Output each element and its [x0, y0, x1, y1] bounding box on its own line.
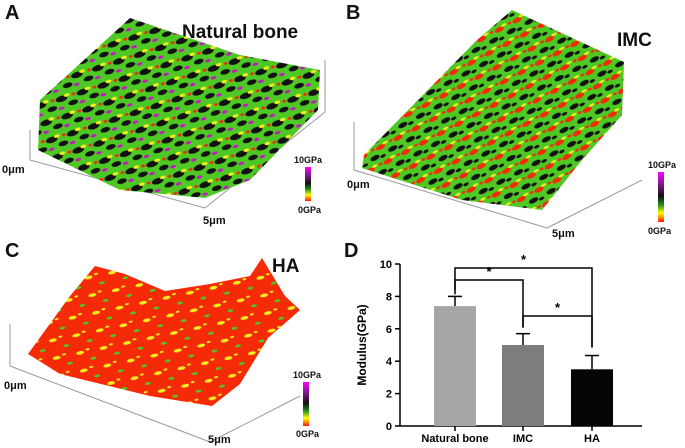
- panel-c-surface: [9, 258, 301, 443]
- panel-c-title: HA: [272, 256, 300, 277]
- panel-b-surface: [353, 10, 643, 229]
- panel-b-scale-min: 0GPa: [648, 226, 672, 236]
- x-tick-label: HA: [584, 433, 600, 445]
- modulus-bar-chart: 0 2 4 6 8 10 Modulus(GPa) Natural bone IMC HA * * *: [355, 252, 642, 445]
- panel-c-axis-start: 0μm: [4, 380, 27, 392]
- x-tick-label: Natural bone: [421, 433, 488, 445]
- panel-c-axis-end: 5μm: [208, 434, 231, 446]
- panel-a-surface-map: A Natural bone 0μm 5μm 10GPa 0GPa: [0, 0, 340, 227]
- significance-star: *: [486, 264, 492, 279]
- panel-b-colorbar: [658, 172, 664, 222]
- panel-b-title: IMC: [617, 30, 652, 51]
- panel-c-scale-min: 0GPa: [296, 429, 320, 439]
- panel-b-letter: B: [346, 2, 361, 24]
- y-tick-label: 4: [386, 356, 393, 368]
- bar-ha: [571, 369, 613, 426]
- significance-bracket: [454, 279, 524, 328]
- panel-a-letter: A: [5, 2, 20, 24]
- panel-a-title: Natural bone: [182, 22, 299, 43]
- panel-b-surface-map: B IMC 0μm 5μm 10GPa 0GPa: [342, 0, 685, 240]
- panel-a-scale-min: 0GPa: [298, 205, 322, 215]
- y-tick-label: 8: [386, 291, 392, 303]
- panel-a-axis-start: 0μm: [2, 164, 25, 176]
- bar-imc: [502, 345, 544, 426]
- bar-natural-bone: [434, 306, 476, 426]
- x-tick-label: IMC: [513, 433, 533, 445]
- significance-star: *: [555, 300, 561, 315]
- panel-c-letter: C: [5, 240, 20, 262]
- panel-c-colorbar: [303, 382, 309, 426]
- y-tick-label: 2: [386, 389, 392, 401]
- panel-b-axis-end: 5μm: [552, 228, 575, 240]
- panel-c-scale-max: 10GPa: [293, 370, 322, 380]
- panel-a-scale-max: 10GPa: [294, 155, 323, 165]
- panel-b-scale-max: 10GPa: [648, 160, 677, 170]
- significance-bracket: [522, 315, 593, 348]
- y-tick-label: 0: [386, 421, 392, 433]
- panel-c-surface-map: C HA 0μm 5μm 10GPa 0GPa: [0, 236, 340, 448]
- panel-b-axis-start: 0μm: [347, 179, 370, 191]
- panel-d-chart: D 0 2 4 6 8 10 Modulus(GPa) Natural bone IMC HA * *…: [342, 236, 685, 448]
- panel-a-colorbar: [305, 167, 311, 201]
- y-axis-label: Modulus(GPa): [355, 304, 369, 385]
- significance-star: *: [521, 252, 527, 267]
- panel-a-surface: [29, 18, 326, 209]
- y-tick-label: 6: [386, 324, 392, 336]
- panel-a-axis-end: 5μm: [203, 215, 226, 227]
- panel-d-letter: D: [344, 240, 359, 262]
- y-tick-label: 10: [380, 259, 392, 271]
